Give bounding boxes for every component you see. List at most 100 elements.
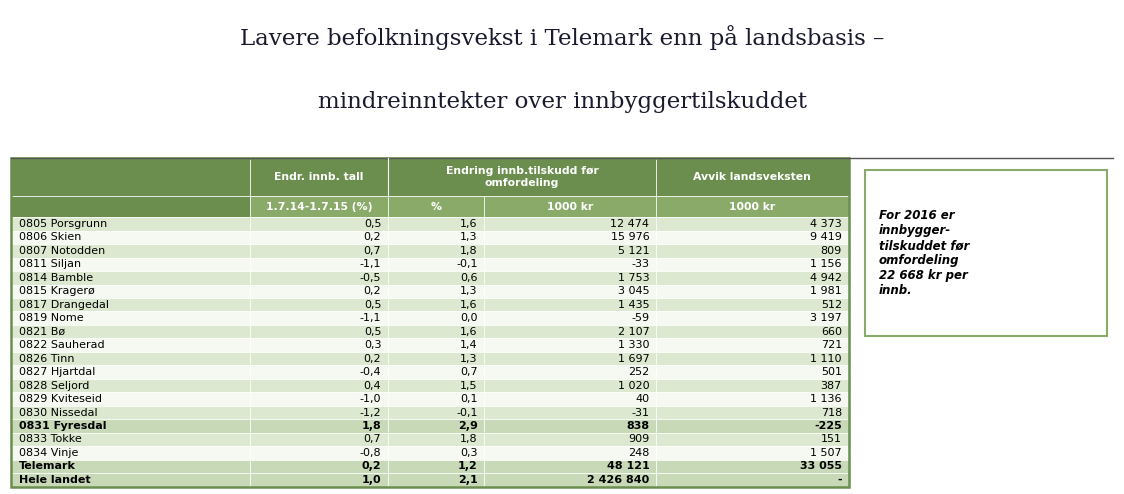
Bar: [11, 379, 250, 392]
Bar: [250, 325, 388, 338]
Bar: [656, 379, 849, 392]
Text: 0821 Bø: 0821 Bø: [19, 327, 65, 337]
Text: 1 753: 1 753: [618, 273, 650, 283]
Text: 1,8: 1,8: [460, 246, 478, 256]
Text: 12 474: 12 474: [610, 219, 650, 229]
Text: Lavere befolkningsvekst i Telemark enn på landsbasis –: Lavere befolkningsvekst i Telemark enn p…: [239, 25, 885, 50]
Text: -59: -59: [632, 313, 650, 323]
Text: 1,2: 1,2: [457, 461, 478, 471]
Text: -0,5: -0,5: [360, 273, 381, 283]
Text: Telemark: Telemark: [19, 461, 76, 471]
Text: 1,8: 1,8: [362, 421, 381, 431]
Text: 1 697: 1 697: [617, 354, 650, 364]
Text: 0,5: 0,5: [364, 327, 381, 337]
Text: 1,6: 1,6: [460, 219, 478, 229]
Bar: [484, 459, 656, 473]
Bar: [484, 473, 656, 487]
Text: 0817 Drangedal: 0817 Drangedal: [19, 300, 109, 310]
Text: 660: 660: [821, 327, 842, 337]
Bar: [11, 392, 250, 406]
Bar: [388, 196, 484, 217]
Bar: [11, 352, 250, 366]
Bar: [250, 446, 388, 459]
Text: -0,1: -0,1: [456, 259, 478, 269]
Text: 1 156: 1 156: [810, 259, 842, 269]
Bar: [656, 433, 849, 446]
Bar: [11, 406, 250, 419]
Bar: [484, 352, 656, 366]
Bar: [484, 231, 656, 244]
Text: 0,7: 0,7: [364, 434, 381, 445]
Text: 718: 718: [821, 408, 842, 417]
Bar: [388, 231, 484, 244]
Text: -0,8: -0,8: [360, 448, 381, 458]
Text: 1 136: 1 136: [810, 394, 842, 404]
Text: 0,2: 0,2: [364, 354, 381, 364]
Bar: [656, 271, 849, 285]
Bar: [656, 419, 849, 433]
Bar: [250, 231, 388, 244]
Text: 1,3: 1,3: [460, 354, 478, 364]
Bar: [388, 285, 484, 298]
Text: 1,8: 1,8: [460, 434, 478, 445]
Bar: [11, 158, 250, 196]
Bar: [250, 419, 388, 433]
Text: 3 197: 3 197: [810, 313, 842, 323]
Text: -: -: [837, 475, 842, 485]
Text: 33 055: 33 055: [800, 461, 842, 471]
Bar: [656, 459, 849, 473]
Bar: [388, 325, 484, 338]
Text: 1 110: 1 110: [810, 354, 842, 364]
Bar: [484, 392, 656, 406]
Text: 0831 Fyresdal: 0831 Fyresdal: [19, 421, 107, 431]
Text: 0827 Hjartdal: 0827 Hjartdal: [19, 367, 96, 377]
Bar: [250, 257, 388, 271]
Bar: [11, 459, 250, 473]
Bar: [250, 298, 388, 312]
Text: 1.7.14-1.7.15 (%): 1.7.14-1.7.15 (%): [265, 202, 372, 211]
Text: -33: -33: [632, 259, 650, 269]
Text: 1,4: 1,4: [460, 340, 478, 350]
Bar: [656, 325, 849, 338]
Text: 1 981: 1 981: [810, 287, 842, 296]
Text: 0,7: 0,7: [460, 367, 478, 377]
Text: mindreinntekter over innbyggertilskuddet: mindreinntekter over innbyggertilskuddet: [317, 91, 807, 114]
Text: 0834 Vinje: 0834 Vinje: [19, 448, 79, 458]
Bar: [388, 244, 484, 257]
Text: 0,2: 0,2: [362, 461, 381, 471]
Text: %: %: [430, 202, 442, 211]
Bar: [656, 338, 849, 352]
Bar: [656, 366, 849, 379]
Bar: [656, 406, 849, 419]
Bar: [11, 196, 250, 217]
Text: 0,5: 0,5: [364, 219, 381, 229]
Bar: [388, 446, 484, 459]
Text: 15 976: 15 976: [610, 232, 650, 243]
Bar: [11, 366, 250, 379]
Text: 0,3: 0,3: [364, 340, 381, 350]
Text: 0822 Sauherad: 0822 Sauherad: [19, 340, 105, 350]
Text: 721: 721: [821, 340, 842, 350]
Bar: [11, 419, 250, 433]
Text: 248: 248: [628, 448, 650, 458]
Text: 3 045: 3 045: [618, 287, 650, 296]
Text: 40: 40: [635, 394, 650, 404]
Text: 48 121: 48 121: [607, 461, 650, 471]
Text: -1,2: -1,2: [360, 408, 381, 417]
Text: 0830 Nissedal: 0830 Nissedal: [19, 408, 98, 417]
Text: -0,4: -0,4: [360, 367, 381, 377]
Text: 0,6: 0,6: [460, 273, 478, 283]
Bar: [11, 257, 250, 271]
Text: 0814 Bamble: 0814 Bamble: [19, 273, 93, 283]
Text: 4 942: 4 942: [810, 273, 842, 283]
Bar: [11, 217, 250, 231]
Text: 1 020: 1 020: [618, 380, 650, 391]
Bar: [250, 244, 388, 257]
Text: 0805 Porsgrunn: 0805 Porsgrunn: [19, 219, 108, 229]
Bar: [11, 285, 250, 298]
Text: 1,3: 1,3: [460, 287, 478, 296]
Bar: [484, 285, 656, 298]
Text: 512: 512: [821, 300, 842, 310]
Text: 501: 501: [821, 367, 842, 377]
Bar: [484, 325, 656, 338]
